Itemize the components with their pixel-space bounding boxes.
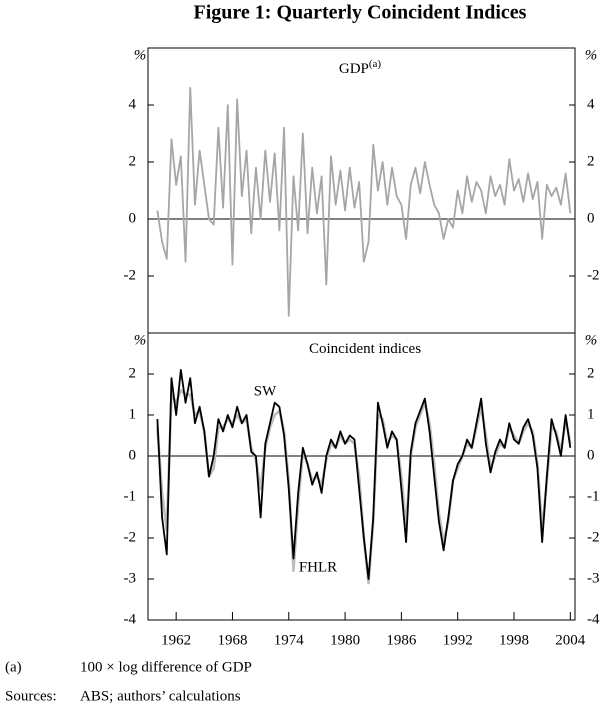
x-tick-label: 1968 (217, 632, 247, 648)
panel-title-superscript: (a) (369, 58, 382, 70)
series-label: SW (254, 383, 277, 399)
y-tick-label: 0 (587, 447, 595, 463)
y-unit: % (585, 47, 598, 63)
plot-frame (147, 47, 576, 334)
y-tick-label: -2 (124, 529, 137, 545)
note-text: 100 × log difference of GDP (80, 659, 252, 675)
series-line (156, 369, 572, 580)
y-tick-label: 2 (587, 153, 595, 169)
panel-title: Coincident indices (309, 341, 421, 357)
y-tick-label: -2 (124, 267, 137, 283)
y-tick-label: 1 (587, 406, 595, 422)
y-tick-label: -4 (587, 611, 600, 627)
y-tick-label: 0 (129, 210, 137, 226)
y-tick-label: 0 (129, 447, 137, 463)
series-label: FHLR (299, 559, 337, 575)
x-tick-label: 1962 (161, 632, 191, 648)
panel-title-text: Coincident indices (309, 341, 421, 357)
y-tick-label: -2 (587, 267, 600, 283)
y-tick-label: -3 (587, 570, 600, 586)
x-tick-label: 1974 (274, 632, 305, 648)
y-tick-label: 2 (129, 365, 137, 381)
x-tick-label: 1986 (386, 632, 417, 648)
y-tick-label: -1 (124, 488, 137, 504)
note-marker: (a) (5, 659, 22, 675)
x-tick-label: 2004 (555, 632, 586, 648)
note-text: ABS; authors’ calculations (80, 688, 241, 704)
y-tick-label: -3 (124, 570, 137, 586)
panel-title-text: GDP (339, 61, 369, 77)
y-unit: % (585, 332, 598, 348)
y-tick-label: -4 (124, 611, 137, 627)
x-tick-label: 1998 (499, 632, 529, 648)
note-marker: Sources: (5, 688, 57, 704)
y-tick-label: -1 (587, 488, 600, 504)
y-unit: % (134, 47, 147, 63)
panel-title: GDP(a) (339, 58, 382, 78)
y-tick-label: 4 (129, 96, 137, 112)
y-unit: % (134, 332, 147, 348)
series-line (156, 87, 572, 317)
x-tick-label: 1980 (330, 632, 360, 648)
y-tick-label: 2 (129, 153, 137, 169)
y-tick-label: 2 (587, 365, 595, 381)
figure-title: Figure 1: Quarterly Coincident Indices (194, 2, 527, 24)
y-tick-label: 4 (587, 96, 595, 112)
plot-frame (147, 332, 576, 621)
y-tick-label: 0 (587, 210, 595, 226)
y-tick-label: -2 (587, 529, 600, 545)
x-tick-label: 1992 (443, 632, 473, 648)
y-tick-label: 1 (129, 406, 137, 422)
